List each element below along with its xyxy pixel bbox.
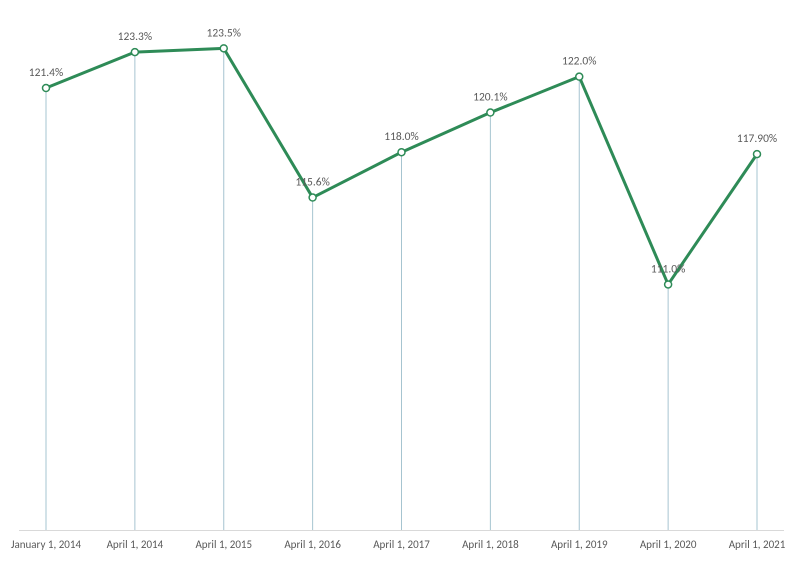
data-label: 123.5% [207, 26, 241, 40]
data-label: 111.0% [651, 262, 685, 276]
chart-svg: 121.4% 123.3% 123.5% 115.6% 118.0% 120.1% 122.… [0, 0, 793, 561]
data-label: 121.4% [29, 66, 63, 80]
x-tick-label: April 1, 2021 [729, 538, 786, 551]
x-tick-label: April 1, 2016 [284, 538, 341, 551]
x-tick-label: April 1, 2020 [640, 538, 697, 551]
data-label: 117.90% [737, 132, 777, 146]
data-label: 123.3% [118, 30, 152, 44]
x-tick-label: January 1, 2014 [11, 538, 81, 551]
x-tick-label: April 1, 2019 [551, 538, 608, 551]
x-tick-label: April 1, 2017 [373, 538, 430, 551]
data-label: 120.1% [473, 91, 507, 105]
data-label: 115.6% [295, 176, 329, 190]
data-label: 122.0% [562, 55, 596, 69]
data-label: 118.0% [384, 130, 418, 144]
x-tick-label: April 1, 2015 [195, 538, 252, 551]
x-tick-label: April 1, 2018 [462, 538, 519, 551]
x-tick-label: April 1, 2014 [107, 538, 164, 551]
line-chart: 121.4% 123.3% 123.5% 115.6% 118.0% 120.1% 122.… [0, 0, 793, 561]
